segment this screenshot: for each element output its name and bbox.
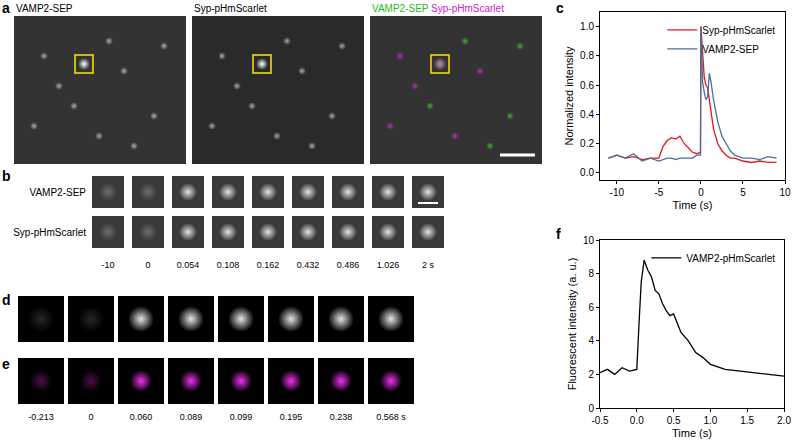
svg-text:2 s: 2 s xyxy=(422,260,435,270)
svg-text:0.8: 0.8 xyxy=(580,50,594,61)
svg-text:5: 5 xyxy=(740,187,746,198)
svg-text:-5: -5 xyxy=(654,187,663,198)
svg-text:0.568 s: 0.568 s xyxy=(376,412,406,422)
svg-text:VAMP2-SEP: VAMP2-SEP xyxy=(30,187,87,198)
html-text:e: e xyxy=(2,356,10,372)
svg-text:0: 0 xyxy=(698,187,704,198)
svg-text:1.0: 1.0 xyxy=(703,415,717,426)
svg-text:Normalized intensity: Normalized intensity xyxy=(563,46,575,146)
svg-text:0.0: 0.0 xyxy=(580,167,594,178)
svg-text:-10: -10 xyxy=(101,260,114,270)
html-text:f: f xyxy=(556,226,561,242)
svg-text:-0.213: -0.213 xyxy=(28,412,54,422)
svg-text:0: 0 xyxy=(145,260,150,270)
svg-text:0.060: 0.060 xyxy=(130,412,153,422)
svg-text:10: 10 xyxy=(583,235,595,246)
svg-text:0: 0 xyxy=(588,403,594,414)
svg-text:0.0: 0.0 xyxy=(630,415,644,426)
svg-text:0.054: 0.054 xyxy=(177,260,200,270)
svg-text:0.2: 0.2 xyxy=(580,138,594,149)
svg-text:Time (s): Time (s) xyxy=(672,427,712,439)
svg-text:Syp-pHmScarlet: Syp-pHmScarlet xyxy=(194,3,267,14)
svg-text:0.486: 0.486 xyxy=(337,260,360,270)
html-text:c: c xyxy=(556,0,564,16)
svg-text:1.5: 1.5 xyxy=(740,415,754,426)
svg-text:2.0: 2.0 xyxy=(777,415,791,426)
svg-text:0.238: 0.238 xyxy=(330,412,353,422)
svg-text:6: 6 xyxy=(588,302,594,313)
svg-text:1.0: 1.0 xyxy=(580,21,594,32)
svg-text:VAMP2-pHmScarlet: VAMP2-pHmScarlet xyxy=(686,253,775,264)
svg-text:0.089: 0.089 xyxy=(180,412,203,422)
svg-text:VAMP2-SEP: VAMP2-SEP xyxy=(16,3,73,14)
svg-text:VAMP2-SEP Syp-pHmScarlet: VAMP2-SEP Syp-pHmScarlet xyxy=(372,3,504,14)
svg-text:Time (s): Time (s) xyxy=(673,199,713,211)
svg-text:0: 0 xyxy=(88,412,93,422)
svg-text:0.195: 0.195 xyxy=(280,412,303,422)
svg-text:-0.5: -0.5 xyxy=(591,415,609,426)
svg-text:0.162: 0.162 xyxy=(257,260,280,270)
svg-text:0.432: 0.432 xyxy=(297,260,320,270)
svg-text:10: 10 xyxy=(779,187,791,198)
svg-text:4: 4 xyxy=(588,335,594,346)
svg-text:8: 8 xyxy=(588,268,594,279)
html-text:b: b xyxy=(2,168,11,184)
svg-text:0.6: 0.6 xyxy=(580,80,594,91)
svg-text:0.4: 0.4 xyxy=(580,109,594,120)
svg-text:0.108: 0.108 xyxy=(217,260,240,270)
html-text:a: a xyxy=(2,0,10,16)
svg-text:1.026: 1.026 xyxy=(377,260,400,270)
svg-text:VAMP2-SEP: VAMP2-SEP xyxy=(702,44,759,55)
svg-text:2: 2 xyxy=(588,369,594,380)
svg-text:Syp-pHmScarlet: Syp-pHmScarlet xyxy=(13,227,86,238)
svg-text:Syp-pHmScarlet: Syp-pHmScarlet xyxy=(702,25,775,36)
svg-text:-10: -10 xyxy=(610,187,625,198)
svg-text:Fluorescent intensity (a. u.): Fluorescent intensity (a. u.) xyxy=(566,258,578,391)
html-text:d: d xyxy=(2,292,11,308)
svg-text:0.5: 0.5 xyxy=(667,415,681,426)
svg-text:0.099: 0.099 xyxy=(230,412,253,422)
